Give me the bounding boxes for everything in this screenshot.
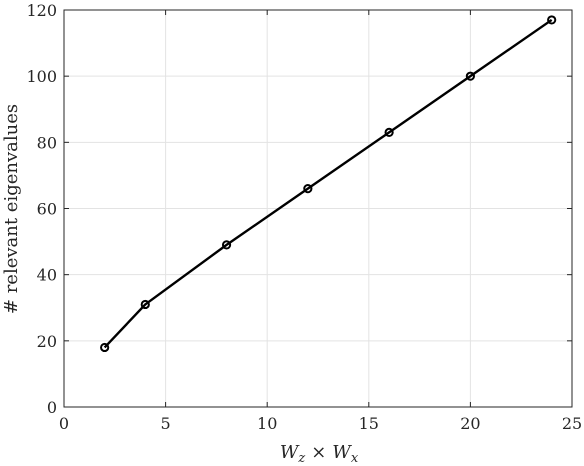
- data-point-marker: [140, 299, 150, 310]
- x-tick-labels: 0 5 10 15 20 25: [59, 414, 582, 433]
- y-tick-label: 60: [37, 200, 57, 219]
- y-tick-labels: 0 20 40 60 80 100 120: [26, 1, 57, 417]
- x-tick-label: 15: [359, 414, 379, 433]
- y-tick-label: 100: [26, 67, 57, 86]
- x-label-term1: W: [280, 442, 300, 462]
- x-label-term2: W: [332, 442, 352, 462]
- y-tick-label: 0: [47, 398, 57, 417]
- series-group: [100, 15, 557, 353]
- grid-lines: [63, 9, 573, 408]
- x-label-sub2: x: [351, 451, 359, 462]
- x-axis-label: Wz × Wx: [280, 442, 359, 462]
- y-tick-label: 120: [26, 1, 57, 20]
- data-point-marker: [100, 342, 110, 353]
- data-point-marker: [465, 71, 475, 81]
- data-point-marker: [303, 184, 313, 194]
- axes-box: [63, 9, 573, 408]
- x-tick-label: 10: [257, 414, 277, 433]
- x-label-operator: ×: [311, 442, 326, 462]
- x-label-sub1: z: [297, 451, 305, 462]
- x-tick-label: 0: [59, 414, 69, 433]
- x-tick-label: 20: [460, 414, 480, 433]
- data-point-marker: [547, 15, 557, 25]
- series-line: [103, 18, 553, 349]
- x-tick-label: 5: [161, 414, 171, 433]
- x-tick-label: 25: [562, 414, 582, 433]
- y-tick-label: 20: [37, 332, 57, 351]
- y-tick-label: 40: [37, 266, 57, 285]
- y-tick-label: 80: [37, 133, 57, 152]
- data-point-marker: [384, 127, 394, 138]
- data-point-marker: [221, 240, 232, 250]
- y-axis-label: # relevant eigenvalues: [1, 104, 22, 314]
